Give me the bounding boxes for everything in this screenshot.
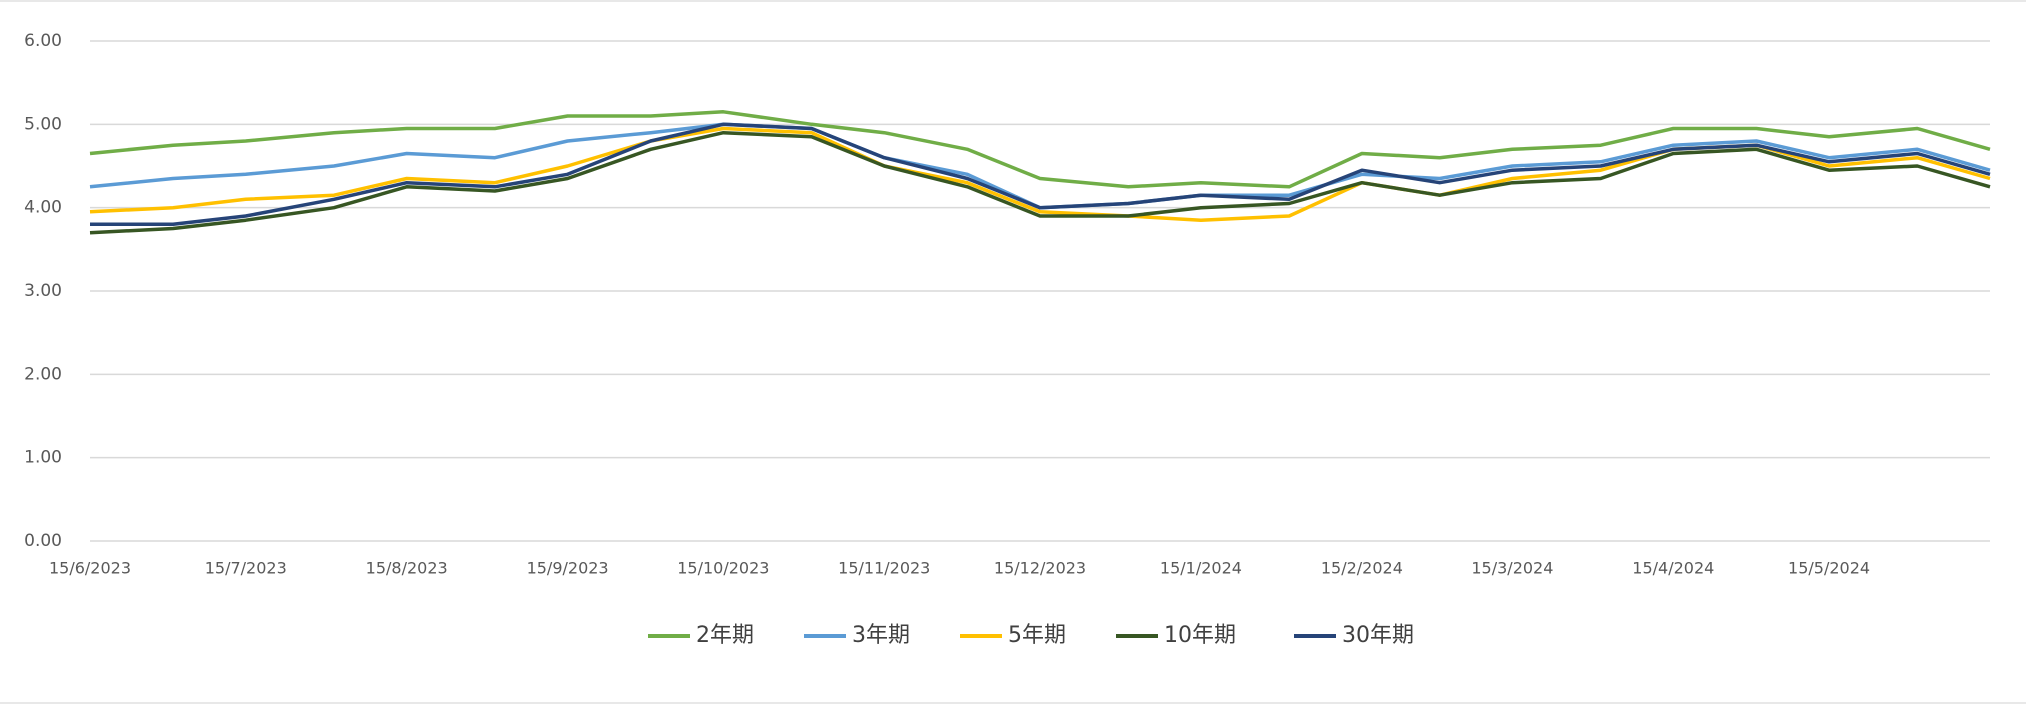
series-line <box>89 110 1991 189</box>
legend-label: 30年期 <box>1342 623 1414 648</box>
x-tick-label: 15/7/2023 <box>205 559 287 578</box>
x-tick-label: 15/2/2024 <box>1321 559 1403 578</box>
series-line <box>89 130 1991 235</box>
y-tick-label: 0.00 <box>24 531 62 551</box>
y-tick-label: 4.00 <box>24 198 62 218</box>
x-tick-label: 15/4/2024 <box>1632 559 1714 578</box>
x-tick-label: 15/10/2023 <box>677 559 769 578</box>
legend-label: 2年期 <box>696 623 754 648</box>
x-tick-label: 15/5/2024 <box>1788 559 1870 578</box>
y-tick-label: 3.00 <box>24 281 62 301</box>
y-tick-label: 2.00 <box>24 364 62 384</box>
x-tick-label: 15/1/2024 <box>1160 559 1242 578</box>
x-tick-label: 15/8/2023 <box>366 559 448 578</box>
legend-label: 10年期 <box>1164 623 1236 648</box>
y-tick-label: 5.00 <box>24 114 62 134</box>
y-tick-label: 1.00 <box>24 448 62 468</box>
y-tick-label: 6.00 <box>24 31 62 51</box>
legend-label: 3年期 <box>852 623 910 648</box>
legend-label: 5年期 <box>1008 623 1066 648</box>
x-tick-label: 15/6/2023 <box>49 559 131 578</box>
x-tick-label: 15/3/2024 <box>1471 559 1553 578</box>
x-tick-label: 15/12/2023 <box>994 559 1086 578</box>
series-line <box>90 122 1991 227</box>
x-tick-label: 15/9/2023 <box>527 559 609 578</box>
x-tick-label: 15/11/2023 <box>838 559 930 578</box>
